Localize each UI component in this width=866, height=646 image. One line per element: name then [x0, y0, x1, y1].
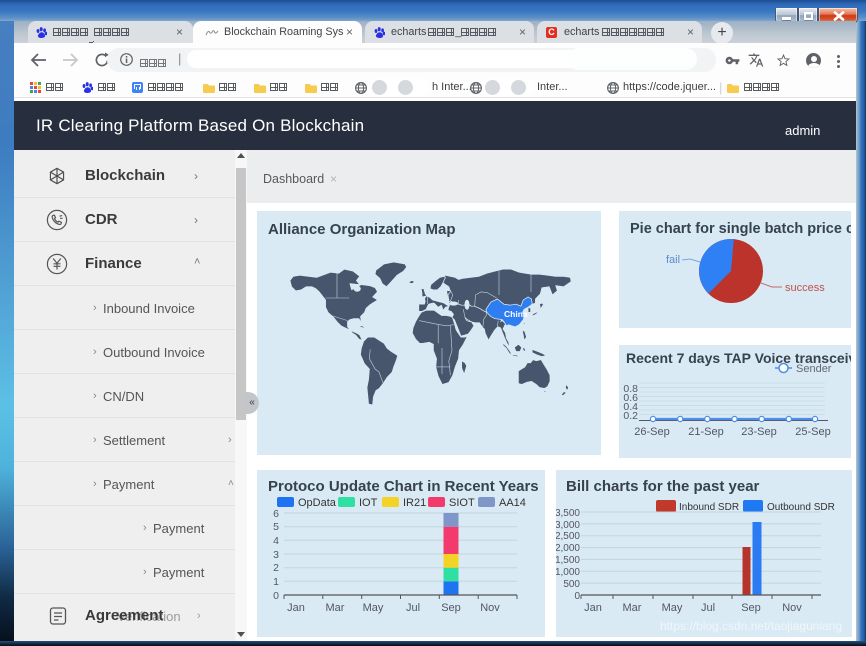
svg-text:Inbound SDR: Inbound SDR — [679, 502, 739, 513]
svg-text:21-Sep: 21-Sep — [688, 426, 723, 438]
svg-text:China: China — [504, 309, 528, 319]
svg-text:Sep: Sep — [441, 602, 461, 614]
svg-text:3,500: 3,500 — [556, 508, 580, 519]
svg-text:SIOT: SIOT — [449, 497, 475, 509]
svg-text:23-Sep: 23-Sep — [741, 426, 776, 438]
svg-text:0.4: 0.4 — [623, 401, 638, 413]
svg-text:0.8: 0.8 — [623, 383, 638, 395]
svg-text:Nov: Nov — [782, 602, 802, 614]
svg-text:26-Sep: 26-Sep — [634, 426, 669, 438]
svg-text:25-Sep: 25-Sep — [795, 426, 830, 438]
svg-text:1,000: 1,000 — [556, 567, 580, 578]
svg-text:500: 500 — [563, 579, 580, 590]
svg-text:May: May — [662, 602, 683, 614]
svg-text:2,000: 2,000 — [556, 543, 580, 554]
svg-text:1: 1 — [273, 576, 279, 588]
svg-text:Jul: Jul — [701, 602, 715, 614]
svg-text:1,500: 1,500 — [556, 555, 580, 566]
svg-text:Jan: Jan — [584, 602, 602, 614]
svg-text:0: 0 — [273, 590, 279, 602]
svg-text:Jul: Jul — [406, 602, 420, 614]
svg-text:Mar: Mar — [623, 602, 642, 614]
svg-text:0.2: 0.2 — [623, 410, 638, 422]
svg-text:Jan: Jan — [287, 602, 305, 614]
svg-text:fail: fail — [666, 254, 680, 266]
svg-text:2,500: 2,500 — [556, 531, 580, 542]
svg-text:0.6: 0.6 — [623, 392, 638, 404]
svg-text:4: 4 — [273, 535, 279, 547]
svg-text:0: 0 — [574, 591, 580, 602]
svg-text:IR21: IR21 — [403, 497, 426, 509]
svg-text:success: success — [785, 282, 825, 294]
svg-text:OpData: OpData — [298, 497, 337, 509]
svg-text:2: 2 — [273, 562, 279, 574]
svg-text:6: 6 — [273, 508, 279, 520]
svg-text:Sender: Sender — [796, 363, 832, 375]
svg-text:AA14: AA14 — [499, 497, 526, 509]
svg-text:Sep: Sep — [741, 602, 761, 614]
svg-text:Nov: Nov — [480, 602, 500, 614]
svg-text:Mar: Mar — [326, 602, 345, 614]
svg-text:May: May — [363, 602, 384, 614]
svg-text:3,000: 3,000 — [556, 520, 580, 531]
svg-text:3: 3 — [273, 549, 279, 561]
svg-text:IOT: IOT — [359, 497, 378, 509]
svg-text:Outbound SDR: Outbound SDR — [767, 502, 835, 513]
svg-text:5: 5 — [273, 521, 279, 533]
